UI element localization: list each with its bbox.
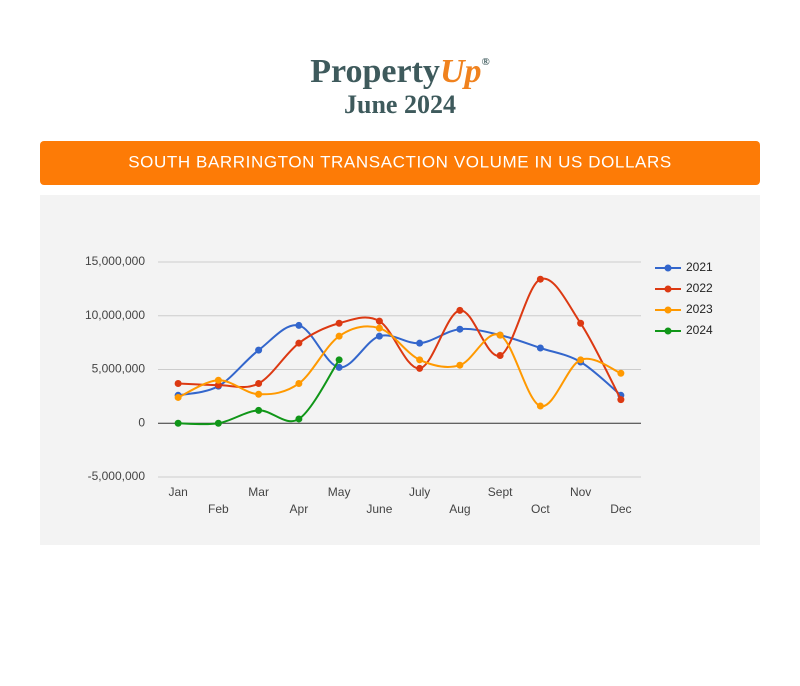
x-tick-label: Dec (610, 502, 631, 516)
data-point (536, 275, 544, 283)
x-tick-label: July (409, 485, 430, 499)
edition: June 2024 (344, 90, 456, 119)
data-point (295, 321, 303, 329)
data-point (295, 339, 303, 347)
data-point (375, 332, 383, 340)
legend-label: 2021 (686, 260, 713, 274)
y-tick-label: 0 (138, 415, 145, 429)
data-point (456, 306, 464, 314)
data-point (174, 379, 182, 387)
data-point (456, 325, 464, 333)
data-point (174, 393, 182, 401)
data-point (255, 390, 263, 398)
data-point (295, 379, 303, 387)
data-point (617, 396, 625, 404)
data-point (255, 346, 263, 354)
x-tick-label: Apr (290, 502, 309, 516)
logo-registered: ® (482, 56, 490, 68)
data-point (335, 356, 343, 364)
x-tick-label: May (328, 485, 351, 499)
x-tick-label: Mar (248, 485, 269, 499)
data-point (416, 356, 424, 364)
data-point (416, 364, 424, 372)
data-point (577, 356, 585, 364)
x-tick-label: Sept (488, 485, 513, 499)
data-point (174, 419, 182, 427)
legend-marker (664, 285, 672, 293)
data-point (335, 363, 343, 371)
data-point (496, 352, 504, 360)
data-point (335, 319, 343, 327)
y-tick-label: -5,000,000 (88, 469, 146, 483)
x-tick-label: Jan (168, 485, 187, 499)
data-point (416, 339, 424, 347)
logo-accent: Up (440, 53, 482, 90)
data-point (536, 402, 544, 410)
legend-label: 2022 (686, 281, 713, 295)
y-tick-label: 15,000,000 (85, 254, 145, 268)
y-tick-label: 5,000,000 (92, 362, 146, 376)
x-tick-label: Feb (208, 502, 229, 516)
x-tick-label: Oct (531, 502, 550, 516)
x-tick-label: June (366, 502, 392, 516)
legend-marker (664, 306, 672, 314)
data-point (295, 415, 303, 423)
data-point (577, 319, 585, 327)
x-tick-label: Aug (449, 502, 470, 516)
data-point (375, 324, 383, 332)
legend-marker (664, 327, 672, 335)
data-point (617, 369, 625, 377)
x-tick-label: Nov (570, 485, 591, 499)
logo: PropertyUp® (310, 53, 489, 90)
data-point (536, 344, 544, 352)
logo-brand: Property (310, 53, 440, 90)
data-point (255, 379, 263, 387)
y-tick-label: 10,000,000 (85, 308, 145, 322)
data-point (496, 331, 504, 339)
data-point (456, 361, 464, 369)
data-point (335, 332, 343, 340)
data-point (214, 376, 222, 384)
data-point (375, 317, 383, 325)
data-point (214, 381, 222, 389)
data-point (255, 406, 263, 414)
legend-label: 2024 (686, 323, 713, 337)
chart-title: SOUTH BARRINGTON TRANSACTION VOLUME IN U… (128, 152, 672, 171)
legend-marker (664, 264, 672, 272)
banner (40, 141, 760, 185)
legend-label: 2023 (686, 302, 713, 316)
data-point (214, 419, 222, 427)
